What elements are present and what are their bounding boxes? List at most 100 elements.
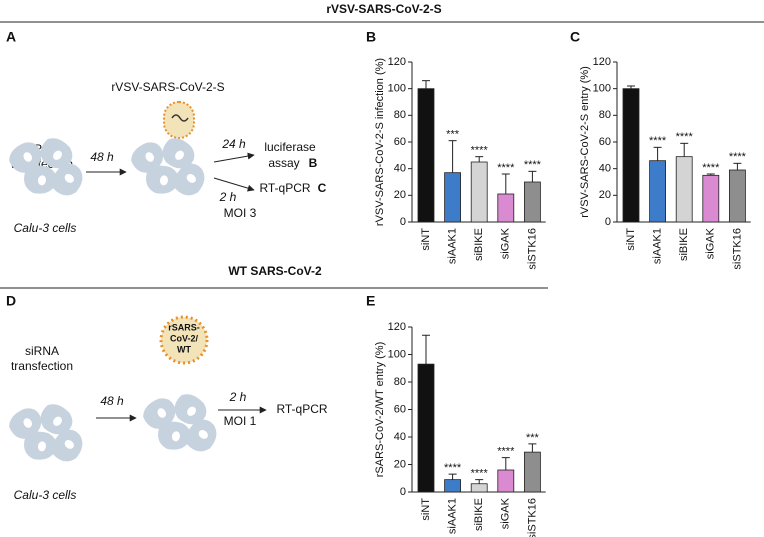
x-tick-label: siSTK16 [731,228,743,270]
y-tick-label: 60 [394,136,406,148]
bar [622,88,640,223]
y-tick-label: 80 [599,109,611,121]
y-tick-label: 20 [599,189,611,201]
y-tick-label: 0 [605,216,611,228]
y-tick-label: 60 [394,403,406,415]
y-tick-label: 20 [394,189,406,201]
bar [497,193,515,223]
diagram: rSARS- CoV-2/ WT siRNA transfection 48 h… [11,315,328,502]
nucleus [64,440,74,449]
x-tick-label: siGAK [500,227,512,259]
readout-label: luciferase [264,140,316,154]
significance: **** [497,162,515,174]
bar [470,161,488,223]
y-axis-label: rVSV-SARS-CoV-2-S infection (%) [374,58,386,226]
cell [24,165,57,194]
bar [675,156,693,223]
panel-label: B [366,29,376,45]
significance: **** [649,135,667,147]
y-tick-label: 60 [599,136,611,148]
nucleus [171,431,181,442]
y-tick-label: 100 [388,83,406,95]
bar [702,174,720,223]
significance: **** [524,159,542,171]
bar [524,181,541,223]
bar [729,169,746,223]
virus-label: WT [177,344,191,354]
cell [174,394,207,425]
x-tick-label: siAAK1 [652,228,664,264]
virus-label: CoV-2/ [170,333,199,343]
nucleus [187,406,196,416]
x-tick-label: siBIKE [473,228,485,261]
y-tick-label: 120 [593,56,611,68]
significance: **** [497,446,515,458]
bar [470,483,488,493]
step-label: transfection [11,359,73,373]
x-tick-label: siBIKE [473,498,485,531]
readout-label: RT-qPCR [259,181,310,195]
x-tick-label: siNT [420,228,432,251]
bar [444,172,462,223]
nucleus [64,174,74,183]
nucleus [37,441,47,452]
x-tick-label: siNT [420,498,432,521]
x-tick-label: siAAK1 [447,498,459,534]
nucleus [37,175,47,186]
cell [158,421,191,450]
x-tick-label: siSTK16 [526,498,538,537]
nucleus [145,152,155,162]
cell [52,429,83,462]
x-tick-label: siAAK1 [447,228,459,264]
y-tick-label: 0 [400,486,406,498]
nucleus [157,408,167,418]
time-label: 2 h [229,390,247,404]
bar [524,451,541,493]
section-title: WT SARS-CoV-2 [228,264,322,278]
significance: **** [444,462,462,474]
cell [174,163,205,196]
significance: **** [702,162,720,174]
cells-label: Calu-3 cells [14,221,77,235]
virus-genome [171,114,189,122]
x-tick-label: siSTK16 [526,228,538,270]
nucleus [53,150,62,160]
x-tick-label: siBIKE [678,228,690,261]
significance: **** [676,131,694,143]
panel-label: A [6,29,16,45]
nucleus [186,174,196,183]
readout-label: RT-qPCR [276,402,327,416]
y-tick-label: 40 [394,163,406,175]
moi-label: MOI 3 [224,206,257,220]
y-tick-label: 100 [593,83,611,95]
cell [9,142,42,173]
cell [162,138,195,169]
nucleus [175,150,184,160]
y-axis-label: rSARS-CoV-2/WT entry (%) [374,342,386,478]
virus-icon [159,315,209,365]
arrow [213,152,255,163]
readout-label: assay [268,156,299,170]
virus-label: rVSV-SARS-CoV-2-S [111,80,224,94]
x-tick-label: siGAK [500,497,512,529]
bar [497,469,515,493]
significance: **** [471,145,489,157]
cells-label: Calu-3 cells [14,488,77,502]
y-tick-label: 40 [394,431,406,443]
bar [417,88,435,223]
nucleus [23,152,33,162]
time-label: 24 h [221,137,246,151]
y-tick-label: 40 [599,163,611,175]
bar [444,479,462,493]
figure-title: rVSV-SARS-CoV-2-S [326,2,441,16]
arrow [213,177,255,192]
significance: *** [446,129,460,141]
virus-icon [163,101,195,139]
y-tick-label: 80 [394,109,406,121]
time-label: 2 h [219,190,237,204]
nucleus [198,430,208,439]
y-tick-label: 120 [388,321,406,333]
bar [649,160,666,223]
cell [146,165,179,194]
y-tick-label: 100 [388,348,406,360]
